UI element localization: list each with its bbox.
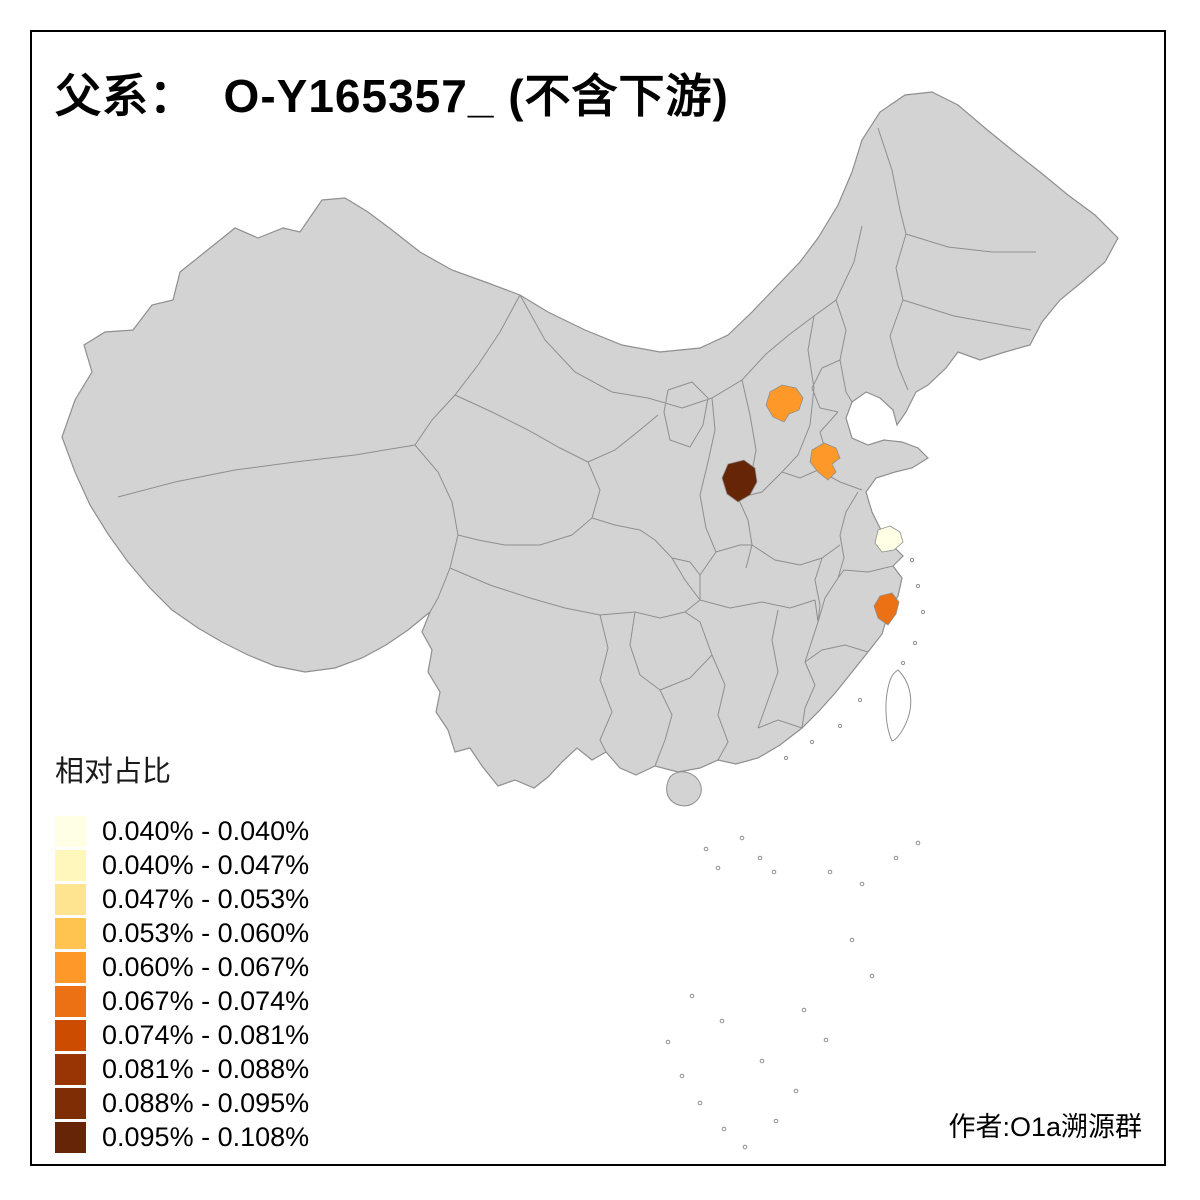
legend-item: 0.053% - 0.060% xyxy=(55,918,309,949)
legend-label: 0.074% - 0.081% xyxy=(102,1020,310,1050)
legend-label: 0.047% - 0.053% xyxy=(102,884,310,914)
legend-item: 0.074% - 0.081% xyxy=(55,1020,309,1051)
legend-title: 相对占比 xyxy=(55,756,172,788)
legend-item: 0.040% - 0.040% xyxy=(55,816,309,847)
legend-label: 0.040% - 0.040% xyxy=(102,816,310,846)
legend-item: 0.067% - 0.074% xyxy=(55,986,309,1017)
legend-swatch xyxy=(55,1020,86,1051)
highlight-shanxi-central xyxy=(765,384,804,423)
legend-swatch xyxy=(55,884,86,915)
legend-label: 0.081% - 0.088% xyxy=(102,1054,310,1084)
legend-item: 0.095% - 0.108% xyxy=(55,1122,309,1153)
legend-swatch xyxy=(55,952,86,983)
legend-item: 0.060% - 0.067% xyxy=(55,952,309,983)
page-title: 父系： O-Y165357_ (不含下游) xyxy=(55,70,729,122)
legend-label: 0.053% - 0.060% xyxy=(102,918,310,948)
legend-item: 0.047% - 0.053% xyxy=(55,884,309,915)
hainan-island xyxy=(666,771,702,807)
china-mainland-shape xyxy=(61,91,1119,789)
province-borders xyxy=(117,127,1036,767)
taiwan-island xyxy=(885,669,912,742)
author-credit: 作者:O1a溯源群 xyxy=(948,1112,1142,1142)
legend-label: 0.060% - 0.067% xyxy=(102,952,310,982)
legend-swatch xyxy=(55,986,86,1017)
legend-label: 0.095% - 0.108% xyxy=(102,1122,310,1152)
legend-item: 0.081% - 0.088% xyxy=(55,1054,309,1085)
legend-swatch xyxy=(55,1054,86,1085)
legend-swatch xyxy=(55,918,86,949)
legend-item: 0.088% - 0.095% xyxy=(55,1088,309,1119)
legend-swatch xyxy=(55,850,86,881)
highlight-shandong-west xyxy=(809,442,841,481)
legend-label: 0.040% - 0.047% xyxy=(102,850,310,880)
highlight-jiangsu-south xyxy=(874,525,904,553)
legend-swatch xyxy=(55,1088,86,1119)
highlight-zhejiang-east xyxy=(873,592,900,626)
legend-swatch xyxy=(55,1122,86,1153)
legend-item: 0.040% - 0.047% xyxy=(55,850,309,881)
legend-label: 0.088% - 0.095% xyxy=(102,1088,310,1118)
south-china-sea-islands xyxy=(665,557,926,1150)
highlight-shaanxi-east xyxy=(721,459,758,503)
legend-swatch xyxy=(55,816,86,847)
legend: 相对占比 0.040% - 0.040% 0.040% - 0.047% 0.0… xyxy=(55,748,309,1156)
legend-label: 0.067% - 0.074% xyxy=(102,986,310,1016)
